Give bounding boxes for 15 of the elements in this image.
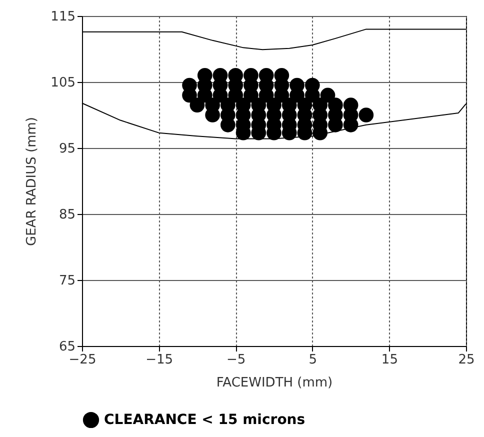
y-tick-label: 115: [50, 10, 76, 24]
x-tick-label: −25: [68, 352, 96, 368]
y-tick-label: 95: [58, 142, 76, 156]
x-axis-title: FACEWIDTH (mm): [216, 376, 333, 390]
x-tick-label: −5: [226, 352, 246, 368]
x-tick-label: 5: [308, 352, 318, 368]
x-tick-label: −15: [146, 352, 174, 368]
y-tick-label: 75: [58, 274, 76, 288]
y-tick-label: 85: [58, 208, 76, 222]
y-tick-label: 105: [50, 76, 76, 90]
y-tick-label: 65: [58, 340, 76, 354]
legend-label: CLEARANCE < 15 microns: [104, 412, 306, 428]
x-tick-label: 25: [458, 352, 475, 368]
x-tick-label: 15: [381, 352, 398, 368]
y-axis-title: GEAR RADIUS (mm): [24, 117, 40, 246]
